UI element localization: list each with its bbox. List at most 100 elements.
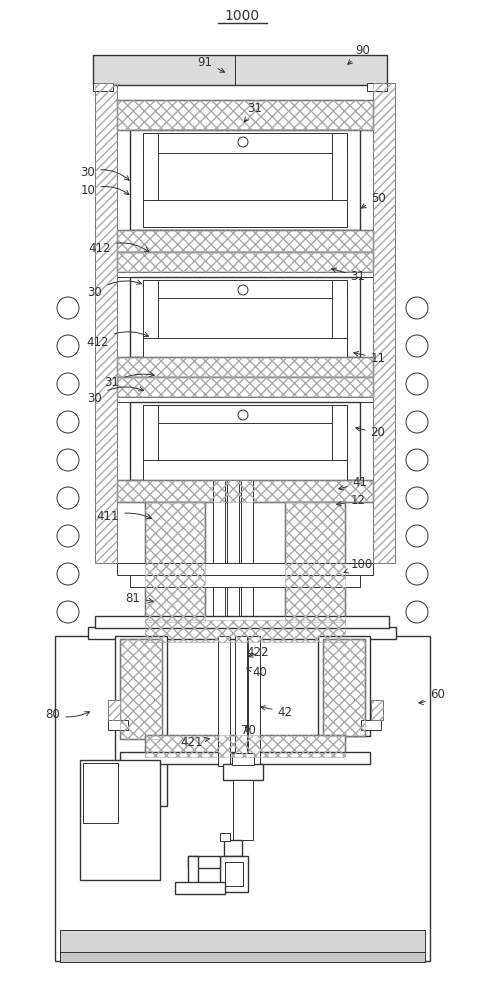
Bar xyxy=(95,83,117,563)
Circle shape xyxy=(406,601,428,623)
Text: 30: 30 xyxy=(88,280,141,300)
Circle shape xyxy=(406,525,428,547)
Bar xyxy=(95,83,117,563)
Bar xyxy=(373,83,395,563)
Circle shape xyxy=(238,137,248,147)
Bar xyxy=(120,752,370,764)
Bar xyxy=(220,833,230,841)
Circle shape xyxy=(406,487,428,509)
Bar xyxy=(371,700,383,720)
Bar xyxy=(145,502,205,622)
Bar xyxy=(95,616,389,628)
Bar xyxy=(143,200,347,227)
Circle shape xyxy=(57,297,79,319)
Bar xyxy=(188,856,198,886)
Bar xyxy=(285,502,345,622)
Bar xyxy=(130,402,360,480)
Bar xyxy=(232,753,254,765)
Text: 80: 80 xyxy=(45,708,90,722)
Bar xyxy=(227,480,239,645)
Bar xyxy=(117,272,373,277)
Text: 412: 412 xyxy=(87,332,149,349)
Bar xyxy=(93,83,113,91)
Text: 41: 41 xyxy=(339,477,367,490)
Bar xyxy=(143,405,347,423)
Bar xyxy=(117,377,373,397)
Bar xyxy=(371,700,383,720)
Text: 31: 31 xyxy=(105,372,154,389)
Bar xyxy=(117,563,373,575)
Bar xyxy=(117,252,373,272)
Bar xyxy=(248,636,260,766)
Bar xyxy=(143,338,347,357)
Bar xyxy=(93,55,387,85)
Bar xyxy=(130,277,360,357)
Bar xyxy=(323,639,365,736)
Circle shape xyxy=(57,525,79,547)
Circle shape xyxy=(57,563,79,585)
Bar xyxy=(117,480,373,502)
Bar xyxy=(145,502,205,622)
Bar xyxy=(233,780,253,840)
Circle shape xyxy=(57,373,79,395)
Bar xyxy=(60,952,425,962)
Bar xyxy=(188,856,220,868)
Text: 421: 421 xyxy=(181,736,209,748)
Bar xyxy=(143,280,158,354)
Bar xyxy=(117,100,373,130)
Bar xyxy=(108,700,120,720)
Bar xyxy=(117,252,373,272)
Bar xyxy=(117,230,373,252)
Text: 50: 50 xyxy=(362,192,385,208)
Bar xyxy=(117,357,373,377)
Circle shape xyxy=(406,335,428,357)
Text: 411: 411 xyxy=(97,510,151,522)
Bar xyxy=(367,83,387,91)
Circle shape xyxy=(406,297,428,319)
Bar xyxy=(108,700,120,720)
Text: 81: 81 xyxy=(125,591,153,604)
Bar xyxy=(108,720,128,730)
Text: 60: 60 xyxy=(419,688,445,705)
Circle shape xyxy=(238,410,248,420)
Text: 30: 30 xyxy=(88,387,143,404)
Bar xyxy=(60,930,425,952)
Text: 422: 422 xyxy=(247,647,269,660)
Bar xyxy=(120,639,162,739)
Bar xyxy=(285,502,345,622)
Bar xyxy=(117,230,373,252)
Text: 20: 20 xyxy=(356,426,385,440)
Bar xyxy=(213,480,225,645)
Circle shape xyxy=(406,563,428,585)
Bar xyxy=(332,133,347,227)
Text: 412: 412 xyxy=(89,241,149,254)
Bar xyxy=(117,480,373,502)
Text: 31: 31 xyxy=(332,268,365,282)
Bar xyxy=(332,405,347,477)
Text: 42: 42 xyxy=(261,706,292,718)
Bar xyxy=(117,377,373,397)
Bar xyxy=(143,460,347,480)
Bar xyxy=(332,280,347,354)
Circle shape xyxy=(406,411,428,433)
Bar xyxy=(115,636,167,806)
Text: 31: 31 xyxy=(244,102,262,122)
Circle shape xyxy=(57,601,79,623)
Bar xyxy=(143,133,158,227)
Bar xyxy=(224,840,242,856)
Text: 100: 100 xyxy=(344,558,373,573)
Bar xyxy=(120,639,162,739)
Bar xyxy=(83,763,118,823)
Circle shape xyxy=(57,411,79,433)
Bar xyxy=(143,280,347,298)
Circle shape xyxy=(406,449,428,471)
Circle shape xyxy=(406,373,428,395)
Text: 1000: 1000 xyxy=(225,9,259,23)
Bar xyxy=(88,627,396,639)
Circle shape xyxy=(57,487,79,509)
Bar xyxy=(117,100,373,130)
Text: 12: 12 xyxy=(337,494,365,508)
Bar xyxy=(218,636,230,766)
Bar xyxy=(117,397,373,402)
Bar xyxy=(143,405,158,477)
